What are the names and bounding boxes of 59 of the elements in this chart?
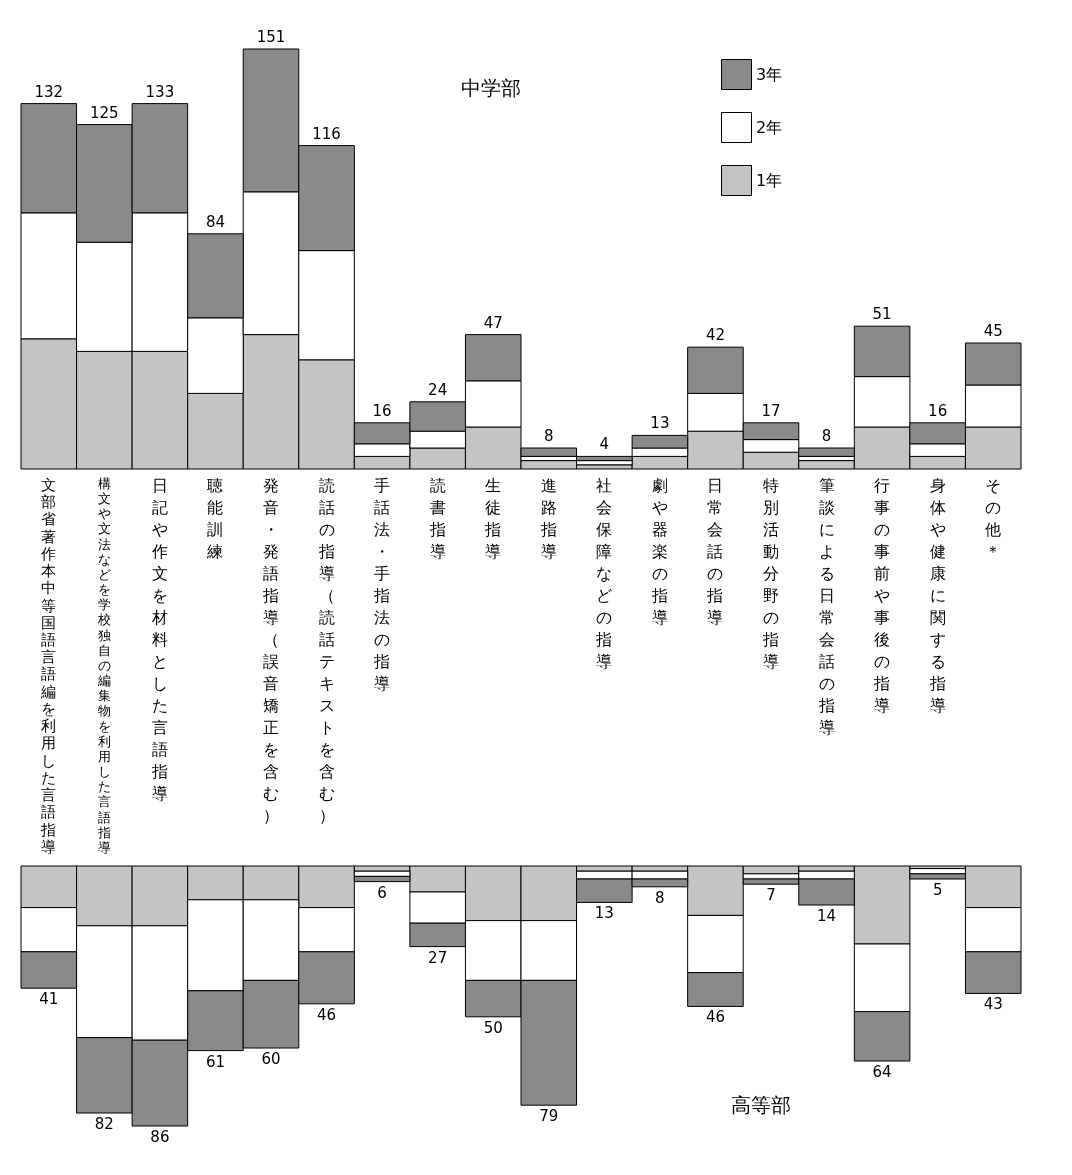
annotation: 7: [766, 886, 776, 905]
annotation: 24: [428, 380, 448, 399]
category-label: 手話法・手指法の指導: [374, 476, 391, 693]
annotation: 42: [705, 326, 725, 345]
annotation: 50: [483, 1018, 503, 1037]
annotation: 47: [483, 313, 503, 332]
category-label: 読話の指導（読話テキストを含む）: [318, 476, 335, 825]
annotation: 16: [928, 401, 948, 420]
x-tick-label: 生徒指導: [484, 476, 502, 561]
annotation: 84: [205, 212, 225, 231]
x-tick-label: 聴能訓練: [206, 476, 224, 561]
annotation: 86: [150, 1128, 170, 1146]
annotation: 132: [34, 82, 64, 101]
annotation: 27: [428, 948, 448, 967]
legend-label: 2年: [756, 117, 783, 137]
category-label: 筆談による日常会話の指導: [818, 476, 835, 737]
annotation: 60: [261, 1050, 281, 1068]
annotation: 8: [655, 888, 665, 907]
annotation: 64: [872, 1063, 892, 1081]
annotation: 125: [90, 103, 119, 122]
annotation: 13: [594, 904, 614, 923]
annotation: 17: [761, 401, 781, 420]
x-tick-label: 進路指導: [539, 476, 557, 561]
category-label: 構文や文法などを学校独自の編集物を利用した言語指導: [97, 476, 111, 855]
text: 中学部: [461, 76, 521, 100]
annotation: 14: [817, 907, 837, 925]
annotation: 46: [317, 1005, 337, 1024]
annotation: 13: [650, 414, 670, 433]
category-label: 社会保障などの指導: [596, 476, 613, 671]
annotation: 46: [705, 1008, 725, 1027]
annotation: 51: [872, 305, 892, 324]
x-tick-label: 劇や器楽の指導: [650, 476, 668, 627]
annotation: 79: [539, 1107, 559, 1126]
annotation: 116: [312, 124, 341, 143]
annotation: 133: [145, 82, 175, 101]
annotation: 151: [256, 28, 286, 46]
annotation: 8: [821, 427, 832, 445]
category-label: 日記や作文を材料とした言語指導: [151, 476, 168, 803]
text: 高等部: [731, 1093, 791, 1117]
annotation: 82: [94, 1115, 114, 1133]
category-label: 身体や健康に関する指導: [929, 476, 946, 715]
annotation: 45: [983, 322, 1003, 340]
category-label: 特別活動分野の指導: [763, 476, 779, 671]
annotation: 41: [39, 990, 59, 1009]
legend-label: 3年: [756, 64, 783, 84]
annotation: 43: [983, 995, 1003, 1014]
x-tick-label: 読書指導: [428, 476, 446, 561]
annotation: 8: [544, 427, 554, 445]
category-label: 発音・発語指導（誤音矯正を含む）: [263, 476, 279, 825]
annotation: 4: [599, 435, 610, 454]
x-tick-label: その他＊: [985, 476, 1002, 561]
annotation: 5: [932, 881, 943, 899]
annotation: 61: [205, 1052, 225, 1071]
category-label: 文部省著作本中等国語言語編を利用した言語指導: [41, 476, 57, 855]
annotation: 16: [372, 401, 392, 420]
annotation: 6: [377, 883, 387, 902]
x-tick-label: 日常会話の指導: [706, 476, 724, 627]
legend-label: 1年: [756, 170, 783, 190]
category-label: 行事の事前や事後の指導: [874, 476, 891, 715]
